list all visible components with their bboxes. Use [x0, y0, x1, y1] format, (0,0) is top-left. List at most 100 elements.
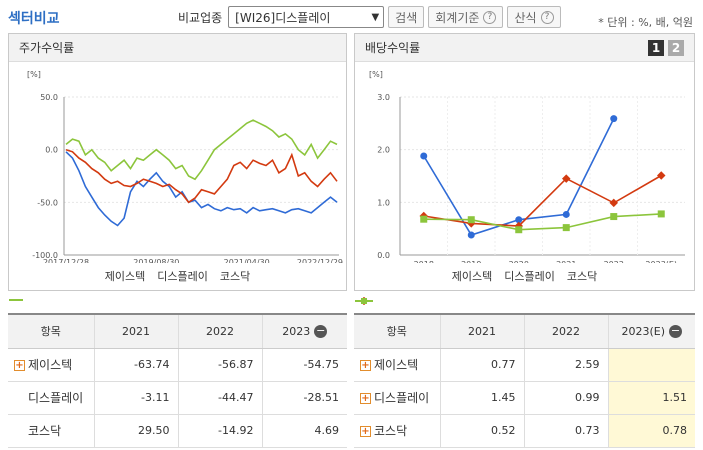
expand-icon[interactable]: +	[360, 426, 371, 437]
dividend-yield-table: 항목 2021 2022 2023(E) − + 제이스텍 0.77 2.59 + 디…	[354, 313, 695, 448]
formula-button-label: 산식	[514, 10, 537, 25]
legend-item-jeisu: 제이스텍	[355, 268, 492, 304]
table-cell: -63.74	[93, 348, 178, 382]
tab-2[interactable]: 2	[668, 40, 684, 56]
expand-icon[interactable]: +	[360, 360, 371, 371]
table-row: + 제이스텍 -63.74 -56.87 -54.75	[8, 348, 347, 382]
row-name-label: 디스플레이	[374, 391, 430, 405]
column-header: 2021	[93, 313, 178, 349]
legend-item-kosdaq: 코스닥	[355, 268, 598, 304]
legend-label: 제이스텍	[104, 270, 146, 283]
table-row: + 제이스텍 0.77 2.59	[354, 348, 695, 382]
x-tick-label: 2022	[604, 260, 624, 263]
collapse-icon[interactable]: −	[314, 324, 328, 338]
tab-1[interactable]: 1	[648, 40, 664, 56]
data-point	[610, 115, 618, 123]
data-point	[657, 171, 666, 180]
table-cell: -3.11	[93, 381, 178, 415]
table-cell: 0.77	[439, 348, 524, 382]
stock-return-table: 항목 2021 2022 2023− + 제이스텍 -63.74 -56.87 -…	[8, 313, 347, 448]
column-header: 항목	[354, 313, 440, 349]
row-name-label: 디스플레이	[28, 391, 84, 405]
row-name: 디스플레이	[8, 381, 94, 415]
page-title: 섹터비교	[8, 11, 60, 27]
series-line	[65, 148, 338, 204]
series-line	[423, 213, 662, 231]
legend-item-display: 디스플레이	[9, 268, 208, 301]
y-tick-label: -50.0	[37, 198, 58, 207]
table-cell: 1.51	[607, 381, 695, 415]
accounting-standard-button[interactable]: 회계기준 ?	[428, 6, 504, 28]
row-name[interactable]: + 코스닥	[354, 414, 440, 448]
column-header: 항목	[8, 313, 94, 349]
formula-button[interactable]: 산식 ?	[507, 6, 561, 28]
accounting-button-label: 회계기준	[435, 10, 480, 25]
y-tick-label: -100.0	[32, 251, 58, 260]
legend-label: 코스닥	[219, 270, 251, 283]
data-point	[562, 210, 570, 218]
unit-note: * 단위 : %, 배, 억원	[598, 16, 693, 29]
data-point	[515, 226, 523, 234]
column-header-label: 2023	[282, 324, 311, 338]
expand-icon[interactable]: +	[360, 393, 371, 404]
data-point	[420, 215, 428, 223]
table-cell: 0.78	[607, 414, 695, 448]
stock-return-title: 주가수익률	[9, 34, 346, 62]
table-row: + 코스닥 0.52 0.73 0.78	[354, 414, 695, 448]
y-tick-label: 0.0	[45, 146, 58, 155]
x-tick-label: 2018	[414, 260, 434, 263]
data-point	[562, 224, 570, 232]
legend-label: 코스닥	[566, 270, 598, 283]
table-row: + 디스플레이 1.45 0.99 1.51	[354, 381, 695, 415]
help-icon: ?	[483, 10, 497, 24]
table-cell: 0.52	[439, 414, 524, 448]
dividend-yield-panel: 배당수익률 1 2 [%] 3.0 2.0 1.0 0.0 2018 2019 2020 202…	[354, 33, 695, 305]
table-cell: 29.50	[93, 414, 178, 448]
data-point	[467, 216, 475, 224]
y-tick-label: 2.0	[377, 146, 390, 155]
table-cell: -44.47	[177, 381, 262, 415]
row-name[interactable]: + 디스플레이	[354, 381, 440, 415]
filter-label: 비교업종	[178, 10, 223, 25]
legend-item-display: 디스플레이	[355, 268, 555, 305]
y-tick-label: 0.0	[377, 251, 390, 260]
data-point	[515, 216, 523, 224]
column-header: 2023−	[261, 313, 347, 349]
row-name[interactable]: + 제이스텍	[354, 348, 440, 382]
stock-return-panel: 주가수익률 [%] 50.0 0.0 -50.0 -100.0 2017/12/28 201…	[8, 33, 347, 301]
table-cell: -14.92	[177, 414, 262, 448]
x-tick-label: 2020	[509, 260, 529, 263]
axis-unit-label: [%]	[27, 70, 41, 79]
dividend-yield-title: 배당수익률	[355, 34, 694, 62]
legend-label: 디스플레이	[157, 270, 208, 283]
table-cell: -28.51	[261, 381, 347, 415]
data-point	[609, 198, 618, 208]
series-line	[65, 119, 338, 181]
series-line	[423, 174, 662, 227]
legend-item-kosdaq: 코스닥	[9, 268, 251, 301]
table-cell: -54.75	[261, 348, 347, 382]
table-row: 디스플레이 -3.11 -44.47 -28.51	[8, 381, 347, 415]
table-row: 코스닥 29.50 -14.92 4.69	[8, 414, 347, 448]
legend-label: 디스플레이	[504, 270, 555, 283]
chart-tabs: 1 2	[648, 40, 684, 56]
row-name[interactable]: + 제이스텍	[8, 348, 94, 382]
x-tick-label: 2021/04/30	[224, 258, 270, 263]
row-name-label: 코스닥	[28, 424, 62, 438]
table-cell: 2.59	[523, 348, 608, 382]
stock-return-legend: 제이스텍 디스플레이 코스닥	[9, 268, 346, 301]
expand-icon[interactable]: +	[14, 360, 25, 371]
x-tick-label: 2017/12/28	[43, 258, 89, 263]
data-point	[657, 210, 665, 218]
row-name-label: 제이스텍	[374, 358, 419, 372]
table-cell: 4.69	[261, 414, 347, 448]
column-header: 2022	[177, 313, 262, 349]
table-cell	[607, 348, 695, 382]
sector-select[interactable]: [WI26]디스플레이 ▼	[228, 6, 385, 28]
collapse-icon[interactable]: −	[669, 324, 683, 338]
table-cell: 1.45	[439, 381, 524, 415]
table-cell: 0.73	[523, 414, 608, 448]
table-cell: 0.99	[523, 381, 608, 415]
data-point	[610, 213, 618, 221]
search-button[interactable]: 검색	[388, 6, 425, 28]
